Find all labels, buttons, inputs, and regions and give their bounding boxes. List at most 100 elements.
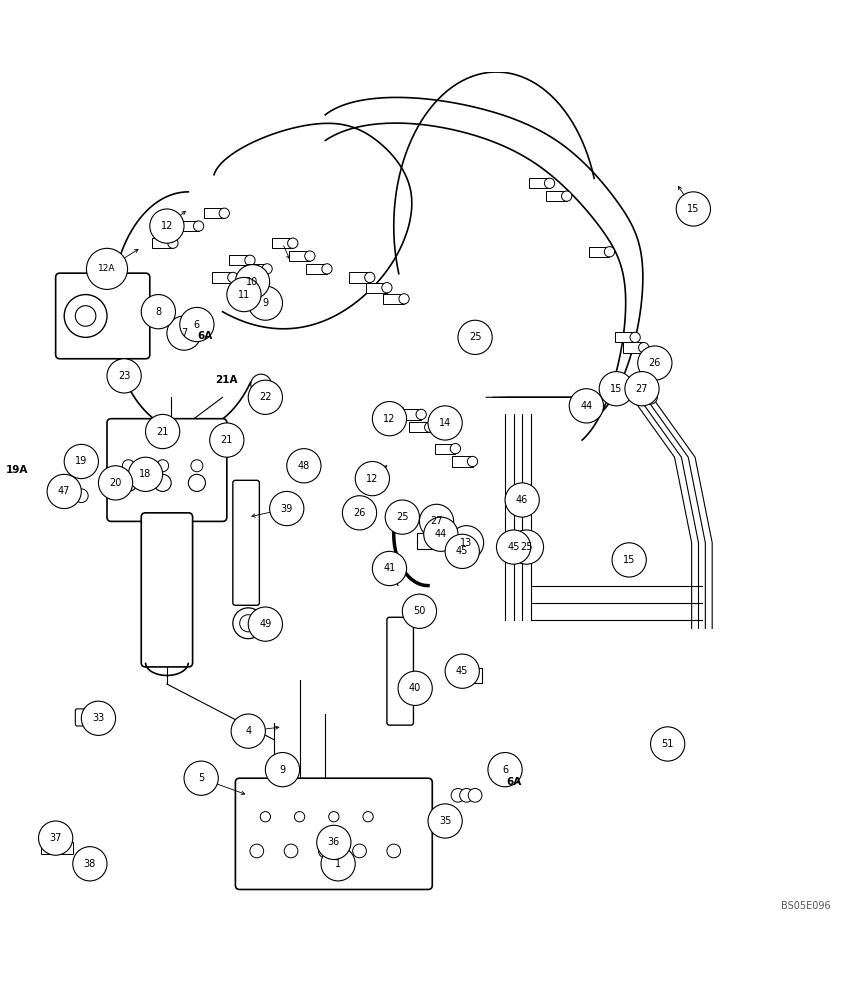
Circle shape (305, 251, 315, 261)
Circle shape (284, 844, 298, 858)
Circle shape (146, 414, 180, 449)
Bar (461, 668, 482, 683)
Circle shape (245, 255, 255, 265)
Circle shape (604, 247, 615, 257)
Text: 41: 41 (383, 563, 395, 573)
Text: 1: 1 (335, 859, 342, 869)
Circle shape (353, 844, 366, 858)
Circle shape (188, 474, 205, 491)
Text: 18: 18 (140, 469, 152, 479)
Circle shape (355, 461, 389, 496)
Circle shape (47, 474, 81, 509)
Circle shape (227, 277, 261, 312)
Circle shape (445, 534, 479, 568)
Text: 23: 23 (118, 371, 130, 381)
FancyBboxPatch shape (141, 513, 193, 667)
Circle shape (231, 714, 265, 748)
Circle shape (39, 821, 73, 855)
Text: 19: 19 (75, 456, 87, 466)
Circle shape (562, 191, 572, 201)
Circle shape (449, 526, 484, 560)
Circle shape (329, 812, 339, 822)
Circle shape (625, 372, 659, 406)
Circle shape (73, 847, 107, 881)
Circle shape (219, 208, 229, 218)
Circle shape (150, 209, 184, 243)
Text: 35: 35 (439, 816, 451, 826)
Text: 6A: 6A (198, 331, 213, 341)
Text: 20: 20 (110, 478, 122, 488)
Text: 6A: 6A (506, 777, 521, 787)
Circle shape (84, 856, 104, 877)
Circle shape (86, 248, 128, 289)
Text: 15: 15 (610, 384, 622, 394)
Circle shape (428, 406, 462, 440)
Circle shape (424, 517, 458, 551)
Circle shape (248, 380, 282, 414)
Text: 9: 9 (279, 765, 286, 775)
Circle shape (287, 449, 321, 483)
Circle shape (467, 456, 478, 467)
Circle shape (57, 489, 71, 503)
Bar (623, 342, 644, 353)
Circle shape (64, 295, 107, 337)
Circle shape (651, 727, 685, 761)
Circle shape (638, 346, 672, 380)
Text: 25: 25 (396, 512, 408, 522)
Bar (383, 294, 404, 304)
Circle shape (180, 307, 214, 342)
Text: 46: 46 (516, 495, 528, 505)
Bar (45, 838, 62, 850)
Text: 27: 27 (636, 384, 648, 394)
Circle shape (235, 265, 270, 299)
Text: 10: 10 (247, 277, 259, 287)
Circle shape (458, 320, 492, 354)
Circle shape (399, 294, 409, 304)
Circle shape (228, 272, 238, 283)
Text: 8: 8 (155, 307, 162, 317)
Circle shape (382, 283, 392, 293)
Circle shape (167, 316, 201, 350)
Circle shape (544, 178, 555, 188)
Circle shape (294, 812, 305, 822)
Circle shape (317, 825, 351, 860)
Circle shape (248, 607, 282, 641)
Text: 12A: 12A (98, 264, 116, 273)
Text: 15: 15 (687, 204, 699, 214)
Bar (295, 453, 308, 461)
Bar (41, 842, 58, 854)
Text: 7: 7 (181, 328, 187, 338)
Text: 12: 12 (366, 474, 378, 484)
Text: 6: 6 (502, 765, 508, 775)
Circle shape (250, 844, 264, 858)
Circle shape (387, 844, 401, 858)
Text: 12: 12 (383, 414, 395, 424)
Bar (452, 456, 473, 467)
Circle shape (66, 489, 80, 503)
Circle shape (321, 847, 355, 881)
Bar (546, 191, 567, 201)
Text: 21: 21 (221, 435, 233, 445)
Circle shape (251, 374, 271, 395)
Circle shape (372, 402, 407, 436)
Circle shape (372, 551, 407, 586)
Circle shape (385, 500, 419, 534)
Circle shape (248, 286, 282, 320)
Circle shape (154, 474, 171, 491)
Text: BS05E096: BS05E096 (781, 901, 830, 911)
Circle shape (120, 474, 137, 491)
FancyBboxPatch shape (387, 617, 413, 725)
Circle shape (375, 558, 395, 579)
Text: 49: 49 (259, 619, 271, 629)
Circle shape (193, 221, 204, 231)
Circle shape (265, 753, 300, 787)
Circle shape (81, 701, 116, 735)
Circle shape (630, 332, 640, 342)
Bar (178, 221, 199, 231)
Circle shape (450, 444, 461, 454)
Text: 38: 38 (84, 859, 96, 869)
Text: 48: 48 (298, 461, 310, 471)
Text: 5: 5 (198, 773, 205, 783)
Bar (229, 255, 250, 265)
Bar (615, 332, 635, 342)
